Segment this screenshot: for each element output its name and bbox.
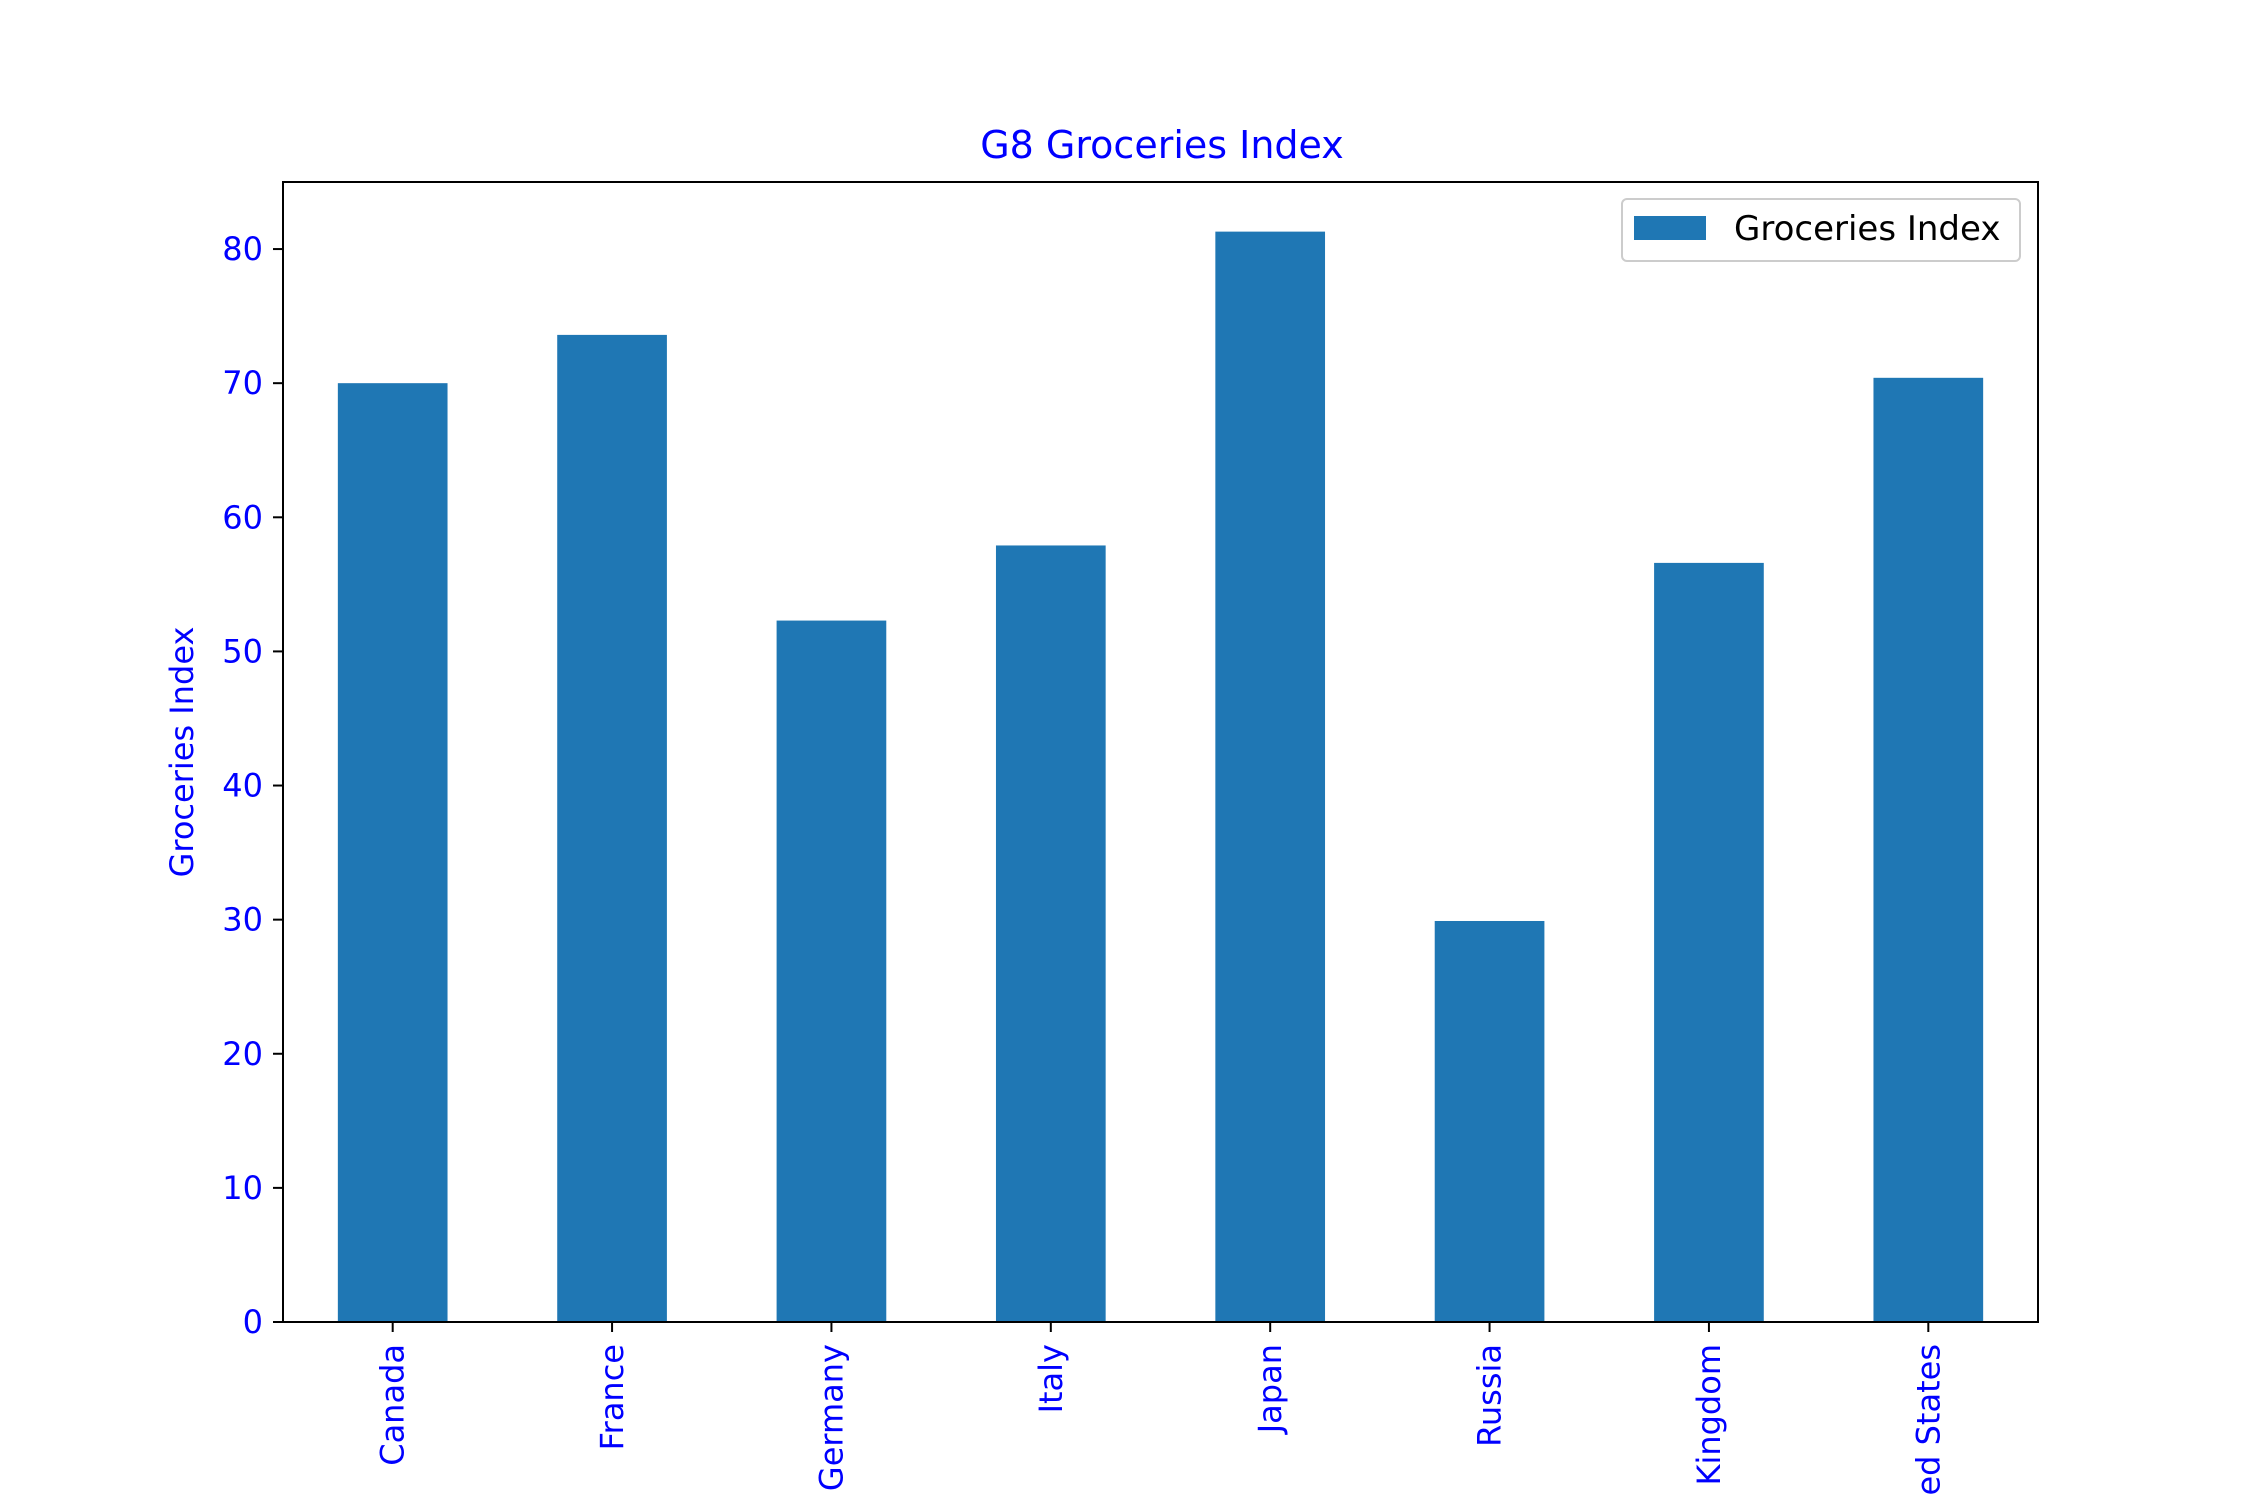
- bar-ed-states: [1873, 377, 1984, 1322]
- x-tick-label: Germany: [812, 1344, 850, 1491]
- y-tick-label: 50: [222, 632, 263, 670]
- bars-layer: [337, 231, 1984, 1322]
- x-tick-label: Italy: [1032, 1344, 1070, 1413]
- x-tick-label: Japan: [1251, 1344, 1289, 1435]
- y-tick-label: 60: [222, 498, 263, 536]
- legend-swatch: [1634, 216, 1706, 240]
- legend-label: Groceries Index: [1734, 209, 2000, 249]
- x-axis: Canada France Germany Italy Japan Russia Kingd…: [374, 1322, 1947, 1496]
- y-axis-label: Groceries Index: [163, 627, 201, 878]
- y-tick-label: 80: [222, 230, 263, 268]
- x-tick-label: France: [593, 1344, 631, 1450]
- bar-japan: [1215, 231, 1326, 1322]
- y-tick-label: 20: [222, 1035, 263, 1073]
- y-tick-label: 70: [222, 364, 263, 402]
- x-tick-label: Canada: [374, 1344, 412, 1466]
- x-tick-label: Russia: [1471, 1344, 1509, 1447]
- x-tick-label: ed States: [1909, 1344, 1947, 1496]
- bar-canada: [337, 383, 448, 1322]
- y-tick-label: 40: [222, 767, 263, 805]
- bar-russia: [1434, 920, 1545, 1322]
- chart-title: G8 Groceries Index: [980, 123, 1344, 167]
- y-tick-label: 10: [222, 1169, 263, 1207]
- y-tick-label: 30: [222, 901, 263, 939]
- y-tick-label: 0: [243, 1303, 263, 1341]
- y-axis: 0 10 20 30 40 50 60 70 80: [222, 230, 283, 1341]
- legend: Groceries Index: [1621, 198, 2021, 262]
- x-tick-label: Kingdom: [1690, 1344, 1728, 1486]
- bar-germany: [776, 620, 887, 1322]
- bar-france: [557, 334, 667, 1322]
- legend-frame: [1621, 198, 2021, 262]
- bar-italy: [995, 545, 1106, 1322]
- bar-kingdom: [1654, 562, 1764, 1322]
- plot-frame: [282, 181, 2039, 1323]
